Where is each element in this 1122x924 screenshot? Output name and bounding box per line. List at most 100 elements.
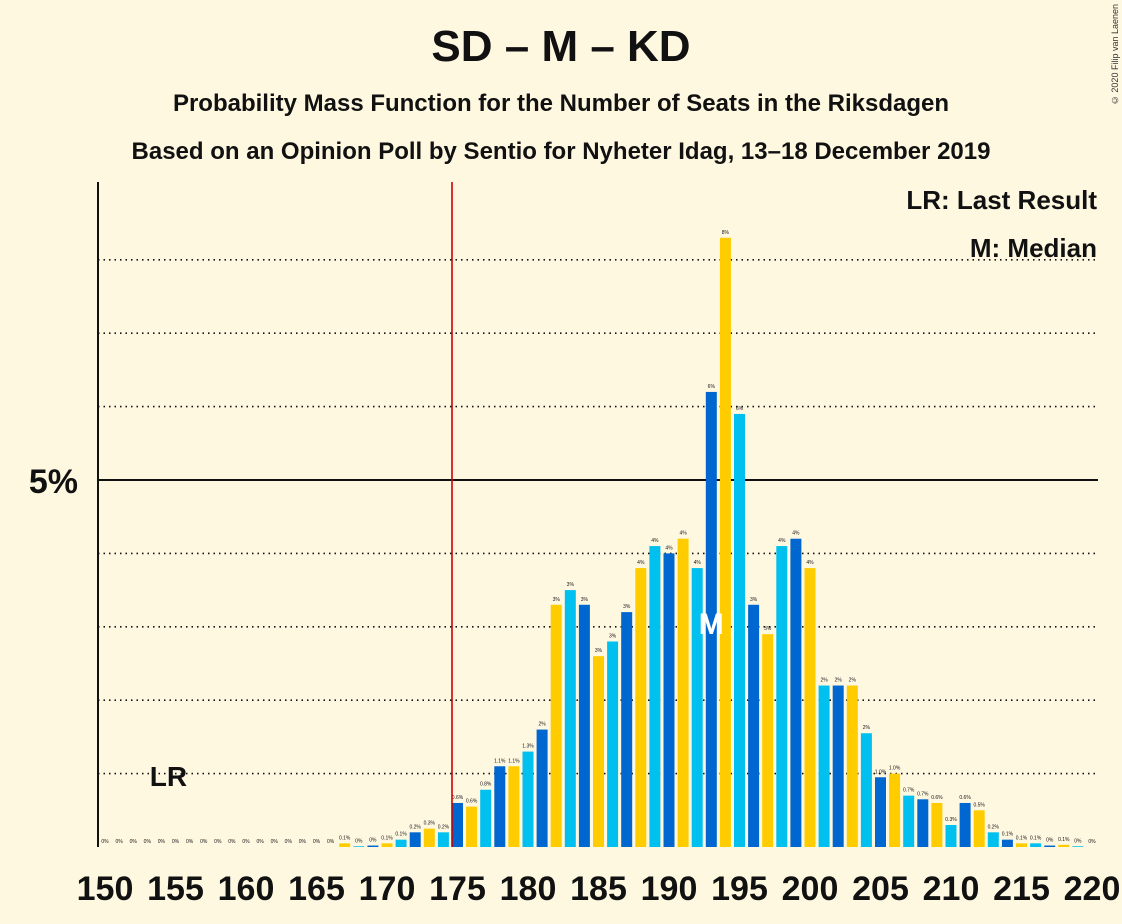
data-label-seat-190: 4% <box>665 545 673 551</box>
data-label-seat-187: 3% <box>623 604 631 610</box>
y-axis-label-5pct: 5% <box>29 463 78 501</box>
bar-seat-175 <box>452 802 463 847</box>
data-label-seat-157: 0% <box>200 839 208 845</box>
bar-seat-192 <box>691 568 703 847</box>
data-label-seat-161: 0% <box>256 839 264 845</box>
bar-seat-185 <box>593 656 604 847</box>
x-tick-label-210: 210 <box>923 870 980 908</box>
data-label-seat-209: 0.6% <box>931 795 943 801</box>
data-label-seat-165: 0% <box>313 839 321 845</box>
x-tick-label-155: 155 <box>147 870 204 908</box>
data-label-seat-194: 8% <box>722 230 730 236</box>
data-label-seat-153: 0% <box>144 839 152 845</box>
bar-seat-179 <box>508 766 520 847</box>
data-label-seat-196: 3% <box>750 597 758 603</box>
data-label-seat-202: 2% <box>835 678 843 684</box>
bar-seat-199 <box>790 538 802 847</box>
data-label-seat-218: 0.1% <box>1058 837 1070 843</box>
data-label-seat-156: 0% <box>186 839 194 845</box>
bar-seat-188 <box>635 568 647 847</box>
bar-seat-202 <box>832 685 844 847</box>
bar-seat-211 <box>959 802 971 847</box>
data-label-seat-171: 0.1% <box>395 832 407 838</box>
data-label-seat-163: 0% <box>285 839 293 845</box>
data-label-seat-192: 4% <box>694 560 702 566</box>
bar-seat-189 <box>649 546 661 847</box>
data-label-seat-179: 1.1% <box>508 758 520 764</box>
data-label-seat-212: 0.5% <box>973 802 985 808</box>
data-label-seat-189: 4% <box>651 538 659 544</box>
data-label-seat-216: 0.1% <box>1030 835 1042 841</box>
bar-seat-218 <box>1058 844 1070 847</box>
data-label-seat-177: 0.8% <box>480 782 492 788</box>
data-label-seat-186: 3% <box>609 633 617 639</box>
data-label-seat-205: 1.0% <box>875 769 887 775</box>
x-tick-label-150: 150 <box>77 870 134 908</box>
data-label-seat-172: 0.2% <box>409 824 421 830</box>
median-marker: M <box>699 608 724 641</box>
data-label-seat-217: 0% <box>1046 838 1054 844</box>
bar-seat-172 <box>409 832 421 847</box>
data-label-seat-188: 4% <box>637 560 645 566</box>
bar-seat-197 <box>762 634 774 847</box>
data-label-seat-206: 1.0% <box>889 766 901 772</box>
data-label-seat-174: 0.2% <box>438 824 450 830</box>
x-tick-label-185: 185 <box>570 870 627 908</box>
bar-seat-212 <box>973 810 985 847</box>
data-label-seat-154: 0% <box>158 839 166 845</box>
legend-last-result: LR: Last Result <box>906 185 1097 215</box>
x-tick-label-200: 200 <box>782 870 839 908</box>
bar-seat-170 <box>381 843 393 847</box>
bar-seat-183 <box>564 590 576 847</box>
data-label-seat-152: 0% <box>130 839 138 845</box>
x-tick-label-175: 175 <box>429 870 486 908</box>
bar-seat-210 <box>945 824 957 847</box>
data-label-seat-199: 4% <box>792 531 800 537</box>
x-tick-label-205: 205 <box>852 870 909 908</box>
bar-seat-191 <box>677 538 689 847</box>
bar-seat-205 <box>875 777 886 847</box>
bar-seat-187 <box>621 612 633 847</box>
bar-seat-196 <box>748 604 760 847</box>
x-tick-label-195: 195 <box>711 870 768 908</box>
data-label-seat-200: 4% <box>806 560 814 566</box>
data-label-seat-193: 6% <box>708 384 716 390</box>
x-tick-label-165: 165 <box>288 870 345 908</box>
data-label-seat-160: 0% <box>242 839 250 845</box>
data-label-seat-158: 0% <box>214 839 222 845</box>
data-label-seat-166: 0% <box>327 839 335 845</box>
data-label-seat-175: 0.6% <box>452 795 464 801</box>
data-label-seat-203: 2% <box>849 678 857 684</box>
data-label-seat-182: 3% <box>553 597 561 603</box>
data-label-seat-169: 0% <box>369 838 377 844</box>
bar-seat-216 <box>1030 843 1042 847</box>
data-label-seat-184: 3% <box>581 597 589 603</box>
data-label-seat-167: 0.1% <box>339 835 351 841</box>
x-tick-label-215: 215 <box>993 870 1050 908</box>
x-tick-label-220: 220 <box>1064 870 1121 908</box>
data-label-seat-159: 0% <box>228 839 236 845</box>
bar-seat-200 <box>804 568 816 847</box>
data-label-seat-185: 3% <box>595 648 603 654</box>
data-label-seat-214: 0.1% <box>1002 832 1014 838</box>
bar-seat-219 <box>1072 846 1084 847</box>
data-label-seat-155: 0% <box>172 839 180 845</box>
bar-seat-213 <box>987 832 999 847</box>
bar-seat-194 <box>719 237 731 847</box>
bar-seat-169 <box>367 845 379 847</box>
legend-median: M: Median <box>970 233 1097 263</box>
x-tick-label-180: 180 <box>500 870 557 908</box>
data-label-seat-207: 0.7% <box>903 788 915 794</box>
x-tick-label-190: 190 <box>641 870 698 908</box>
chart-subtitle: Probability Mass Function for the Number… <box>172 90 950 117</box>
data-label-seat-201: 2% <box>820 678 828 684</box>
bar-seat-208 <box>917 799 929 847</box>
x-tick-label-170: 170 <box>359 870 416 908</box>
bar-seat-207 <box>903 795 915 847</box>
x-tick-label-160: 160 <box>218 870 275 908</box>
bar-seat-195 <box>734 413 745 847</box>
data-label-seat-195: 6% <box>736 406 744 412</box>
data-label-seat-168: 0% <box>355 838 363 844</box>
data-label-seat-162: 0% <box>271 839 279 845</box>
bar-seat-174 <box>437 832 449 847</box>
